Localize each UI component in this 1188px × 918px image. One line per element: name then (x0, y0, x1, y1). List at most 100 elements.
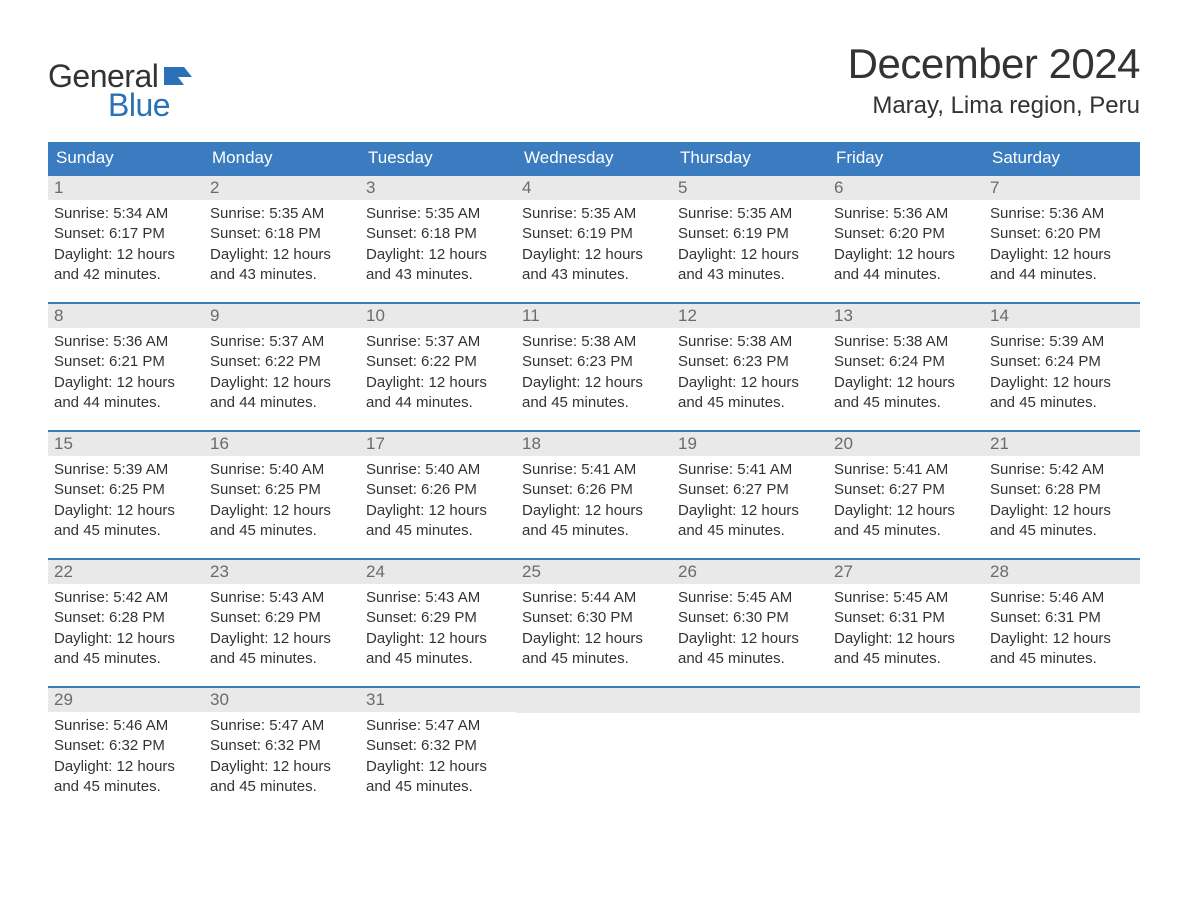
empty-day (672, 688, 828, 713)
sunrise-text: Sunrise: 5:47 AM (210, 716, 354, 736)
sunrise-text: Sunrise: 5:44 AM (522, 588, 666, 608)
empty-day (516, 688, 672, 713)
sunset-text: Sunset: 6:17 PM (54, 224, 198, 244)
day-details: Sunrise: 5:38 AMSunset: 6:23 PMDaylight:… (516, 328, 672, 417)
sunrise-text: Sunrise: 5:37 AM (210, 332, 354, 352)
daylight1-text: Daylight: 12 hours (522, 245, 666, 265)
sunrise-text: Sunrise: 5:34 AM (54, 204, 198, 224)
day-cell: 5Sunrise: 5:35 AMSunset: 6:19 PMDaylight… (672, 175, 828, 303)
day-number: 25 (516, 560, 672, 584)
day-number: 20 (828, 432, 984, 456)
day-cell (984, 687, 1140, 815)
day-number: 8 (48, 304, 204, 328)
day-details: Sunrise: 5:39 AMSunset: 6:25 PMDaylight:… (48, 456, 204, 545)
day-number: 4 (516, 176, 672, 200)
day-number: 6 (828, 176, 984, 200)
day-cell (516, 687, 672, 815)
day-number: 15 (48, 432, 204, 456)
col-thursday: Thursday (672, 142, 828, 175)
day-cell: 26Sunrise: 5:45 AMSunset: 6:30 PMDayligh… (672, 559, 828, 687)
sunrise-text: Sunrise: 5:35 AM (522, 204, 666, 224)
col-monday: Monday (204, 142, 360, 175)
day-number: 3 (360, 176, 516, 200)
title-block: December 2024 Maray, Lima region, Peru (848, 40, 1140, 120)
day-details: Sunrise: 5:36 AMSunset: 6:20 PMDaylight:… (828, 200, 984, 289)
day-number: 17 (360, 432, 516, 456)
sunrise-text: Sunrise: 5:36 AM (54, 332, 198, 352)
day-number: 11 (516, 304, 672, 328)
sunset-text: Sunset: 6:22 PM (210, 352, 354, 372)
day-number: 14 (984, 304, 1140, 328)
day-cell: 23Sunrise: 5:43 AMSunset: 6:29 PMDayligh… (204, 559, 360, 687)
daylight1-text: Daylight: 12 hours (366, 245, 510, 265)
day-number: 18 (516, 432, 672, 456)
day-details: Sunrise: 5:45 AMSunset: 6:30 PMDaylight:… (672, 584, 828, 673)
day-details: Sunrise: 5:40 AMSunset: 6:26 PMDaylight:… (360, 456, 516, 545)
daylight2-text: and 45 minutes. (990, 521, 1134, 541)
daylight1-text: Daylight: 12 hours (678, 629, 822, 649)
daylight2-text: and 44 minutes. (990, 265, 1134, 285)
daylight2-text: and 43 minutes. (678, 265, 822, 285)
day-number: 16 (204, 432, 360, 456)
sunrise-text: Sunrise: 5:46 AM (54, 716, 198, 736)
sunset-text: Sunset: 6:25 PM (210, 480, 354, 500)
daylight1-text: Daylight: 12 hours (522, 629, 666, 649)
sunset-text: Sunset: 6:20 PM (990, 224, 1134, 244)
daylight1-text: Daylight: 12 hours (366, 629, 510, 649)
daylight2-text: and 44 minutes. (366, 393, 510, 413)
sunset-text: Sunset: 6:28 PM (54, 608, 198, 628)
day-number: 7 (984, 176, 1140, 200)
daylight1-text: Daylight: 12 hours (210, 757, 354, 777)
day-cell: 29Sunrise: 5:46 AMSunset: 6:32 PMDayligh… (48, 687, 204, 815)
sunset-text: Sunset: 6:27 PM (834, 480, 978, 500)
daylight1-text: Daylight: 12 hours (834, 629, 978, 649)
daylight2-text: and 45 minutes. (210, 521, 354, 541)
col-wednesday: Wednesday (516, 142, 672, 175)
location-label: Maray, Lima region, Peru (848, 92, 1140, 120)
daylight1-text: Daylight: 12 hours (54, 629, 198, 649)
day-details: Sunrise: 5:34 AMSunset: 6:17 PMDaylight:… (48, 200, 204, 289)
day-cell: 3Sunrise: 5:35 AMSunset: 6:18 PMDaylight… (360, 175, 516, 303)
day-details: Sunrise: 5:46 AMSunset: 6:31 PMDaylight:… (984, 584, 1140, 673)
sunrise-text: Sunrise: 5:41 AM (834, 460, 978, 480)
day-cell: 1Sunrise: 5:34 AMSunset: 6:17 PMDaylight… (48, 175, 204, 303)
day-cell: 9Sunrise: 5:37 AMSunset: 6:22 PMDaylight… (204, 303, 360, 431)
sunset-text: Sunset: 6:28 PM (990, 480, 1134, 500)
day-number: 2 (204, 176, 360, 200)
day-number: 21 (984, 432, 1140, 456)
day-details: Sunrise: 5:41 AMSunset: 6:26 PMDaylight:… (516, 456, 672, 545)
daylight2-text: and 44 minutes. (54, 393, 198, 413)
day-details: Sunrise: 5:36 AMSunset: 6:20 PMDaylight:… (984, 200, 1140, 289)
day-cell: 17Sunrise: 5:40 AMSunset: 6:26 PMDayligh… (360, 431, 516, 559)
calendar-table: Sunday Monday Tuesday Wednesday Thursday… (48, 142, 1140, 815)
day-details: Sunrise: 5:45 AMSunset: 6:31 PMDaylight:… (828, 584, 984, 673)
col-sunday: Sunday (48, 142, 204, 175)
sunrise-text: Sunrise: 5:45 AM (834, 588, 978, 608)
daylight1-text: Daylight: 12 hours (678, 373, 822, 393)
daylight1-text: Daylight: 12 hours (990, 245, 1134, 265)
daylight1-text: Daylight: 12 hours (990, 373, 1134, 393)
daylight2-text: and 45 minutes. (54, 777, 198, 797)
day-cell: 8Sunrise: 5:36 AMSunset: 6:21 PMDaylight… (48, 303, 204, 431)
daylight2-text: and 45 minutes. (990, 393, 1134, 413)
empty-day (828, 688, 984, 713)
sunrise-text: Sunrise: 5:38 AM (522, 332, 666, 352)
daylight1-text: Daylight: 12 hours (366, 757, 510, 777)
sunrise-text: Sunrise: 5:40 AM (210, 460, 354, 480)
day-cell: 21Sunrise: 5:42 AMSunset: 6:28 PMDayligh… (984, 431, 1140, 559)
day-number: 10 (360, 304, 516, 328)
day-number: 26 (672, 560, 828, 584)
day-cell: 28Sunrise: 5:46 AMSunset: 6:31 PMDayligh… (984, 559, 1140, 687)
sunrise-text: Sunrise: 5:39 AM (990, 332, 1134, 352)
daylight1-text: Daylight: 12 hours (210, 373, 354, 393)
day-cell: 18Sunrise: 5:41 AMSunset: 6:26 PMDayligh… (516, 431, 672, 559)
sunset-text: Sunset: 6:29 PM (210, 608, 354, 628)
sunset-text: Sunset: 6:31 PM (834, 608, 978, 628)
day-number: 27 (828, 560, 984, 584)
week-row: 29Sunrise: 5:46 AMSunset: 6:32 PMDayligh… (48, 687, 1140, 815)
daylight2-text: and 43 minutes. (366, 265, 510, 285)
day-details: Sunrise: 5:44 AMSunset: 6:30 PMDaylight:… (516, 584, 672, 673)
daylight1-text: Daylight: 12 hours (522, 373, 666, 393)
empty-day (984, 688, 1140, 713)
day-cell: 4Sunrise: 5:35 AMSunset: 6:19 PMDaylight… (516, 175, 672, 303)
